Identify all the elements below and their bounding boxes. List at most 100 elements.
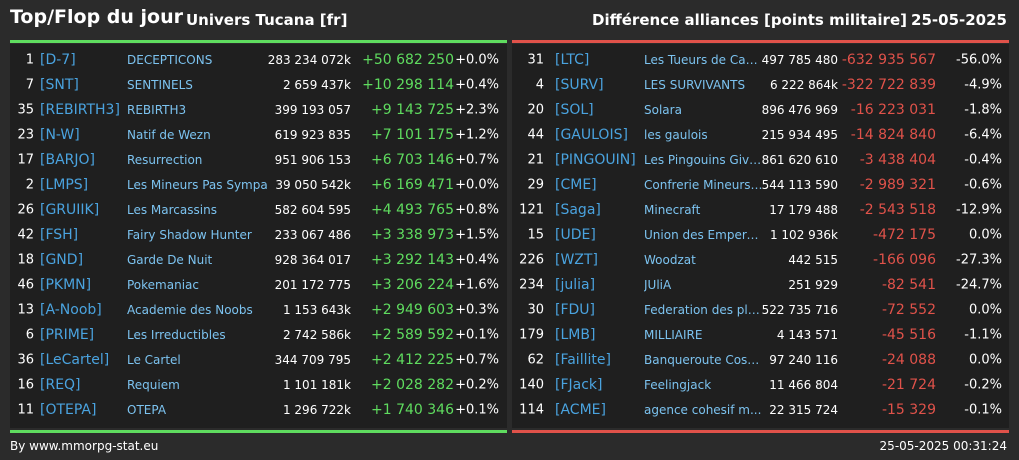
difference-cell: -3 438 404 xyxy=(859,151,936,168)
alliance-tag[interactable]: [SOL] xyxy=(555,101,594,118)
alliance-name[interactable]: Solara xyxy=(644,102,682,117)
rank-cell: 36 xyxy=(17,352,34,367)
alliance-tag[interactable]: [LTC] xyxy=(555,51,590,68)
points-cell: 11 466 804 xyxy=(769,377,838,392)
alliance-row: 23 [N-W] Natif de Wezn 619 923 835 +7 101 17… xyxy=(10,122,507,147)
top-accent-bar xyxy=(10,40,507,43)
points-cell: 22 315 724 xyxy=(769,402,838,417)
alliance-name[interactable]: Les Tueurs de Can... xyxy=(644,52,764,67)
alliance-tag[interactable]: [LMB] xyxy=(555,326,596,343)
page-title: Top/Flop du jour xyxy=(10,6,183,28)
alliance-row: 6 [PRIME] Les Irreductibles 2 742 586k +2 58… xyxy=(10,322,507,347)
alliance-tag[interactable]: [FDU] xyxy=(555,301,596,318)
alliance-name[interactable]: Resurrection xyxy=(127,152,203,167)
alliance-tag[interactable]: [BARJO] xyxy=(40,151,95,168)
top-gainers-panel: 1 [D-7] DECEPTICONS 283 234 072k +50 682 250… xyxy=(10,44,507,428)
alliance-name[interactable]: Requiem xyxy=(127,377,180,392)
alliance-row: 62 [Faillite] Banqueroute Cosm... 97 240 11… xyxy=(512,347,1009,372)
alliance-name[interactable]: Les Pingouins Givre... xyxy=(644,152,764,167)
points-cell: 928 364 017 xyxy=(274,252,351,267)
alliance-tag[interactable]: [FSH] xyxy=(40,226,79,243)
points-cell: 17 179 488 xyxy=(769,202,838,217)
points-cell: 39 050 542k xyxy=(275,177,351,192)
universe-label: Univers Tucana [fr] xyxy=(186,11,348,29)
alliance-name[interactable]: Union des Empereur... xyxy=(644,227,764,242)
credit-link[interactable]: By www.mmorpg-stat.eu xyxy=(10,439,159,453)
alliance-name[interactable]: DECEPTICONS xyxy=(127,52,213,67)
alliance-name[interactable]: Les Marcassins xyxy=(127,202,217,217)
alliance-row: 234 [julia] JUliA 251 929 -82 541 -24.7% xyxy=(512,272,1009,297)
alliance-tag[interactable]: [Faillite] xyxy=(555,351,611,368)
alliance-row: 16 [REQ] Requiem 1 101 181k +2 028 282 +0.2% xyxy=(10,372,507,397)
difference-cell: +2 949 603 xyxy=(371,301,454,318)
alliance-tag[interactable]: [REQ] xyxy=(40,376,81,393)
alliance-tag[interactable]: [GND] xyxy=(40,251,84,268)
alliance-tag[interactable]: [GAULOIS] xyxy=(555,126,628,143)
points-cell: 2 742 586k xyxy=(282,327,351,342)
rank-cell: 17 xyxy=(17,152,34,167)
alliance-name[interactable]: OTEPA xyxy=(127,402,167,417)
percent-cell: -27.3% xyxy=(956,252,1002,267)
alliance-name[interactable]: Academie des Noobs xyxy=(127,302,253,317)
alliance-name[interactable]: SENTINELS xyxy=(127,77,193,92)
alliance-tag[interactable]: [A-Noob] xyxy=(40,301,102,318)
alliance-name[interactable]: Les Irreductibles xyxy=(127,327,226,342)
alliance-name[interactable]: Minecraft xyxy=(644,202,701,217)
alliance-name[interactable]: agence cohesif m... xyxy=(644,402,762,417)
points-cell: 861 620 610 xyxy=(761,152,838,167)
alliance-name[interactable]: Les Mineurs Pas Sympa xyxy=(127,177,268,192)
alliance-tag[interactable]: [GRUIIK] xyxy=(40,201,100,218)
alliance-tag[interactable]: [WZT] xyxy=(555,251,598,268)
alliance-tag[interactable]: [D-7] xyxy=(40,51,76,68)
alliance-row: 30 [FDU] Federation des pla... 522 735 716 -… xyxy=(512,297,1009,322)
alliance-name[interactable]: Natif de Wezn xyxy=(127,127,211,142)
alliance-tag[interactable]: [OTEPA] xyxy=(40,401,97,418)
difference-cell: -16 223 031 xyxy=(850,101,936,118)
alliance-name[interactable]: Woodzat xyxy=(644,252,696,267)
percent-cell: +1.6% xyxy=(455,277,499,292)
alliance-tag[interactable]: [LMPS] xyxy=(40,176,89,193)
rank-cell: 30 xyxy=(527,302,544,317)
difference-cell: +2 412 225 xyxy=(371,351,454,368)
alliance-tag[interactable]: [FJack] xyxy=(555,376,603,393)
difference-cell: +1 740 346 xyxy=(371,401,454,418)
alliance-tag[interactable]: [CME] xyxy=(555,176,597,193)
alliance-name[interactable]: Confrerie Mineurs ... xyxy=(644,177,764,192)
alliance-tag[interactable]: [PINGOUIN] xyxy=(555,151,636,168)
percent-cell: +0.3% xyxy=(455,302,499,317)
alliance-name[interactable]: Fairy Shadow Hunter xyxy=(127,227,252,242)
alliance-tag[interactable]: [REBIRTH3] xyxy=(40,101,120,118)
alliance-row: 42 [FSH] Fairy Shadow Hunter 233 067 486 +3 … xyxy=(10,222,507,247)
difference-cell: -322 722 839 xyxy=(841,76,936,93)
alliance-name[interactable]: Pokemaniac xyxy=(127,277,199,292)
alliance-name[interactable]: Garde De Nuit xyxy=(127,252,213,267)
alliance-tag[interactable]: [PKMN] xyxy=(40,276,92,293)
alliance-tag[interactable]: [PRIME] xyxy=(40,326,95,343)
alliance-name[interactable]: JUliA xyxy=(644,277,672,292)
difference-cell: -2 989 321 xyxy=(859,176,936,193)
alliance-tag[interactable]: [UDE] xyxy=(555,226,596,243)
points-cell: 582 604 595 xyxy=(274,202,351,217)
alliance-name[interactable]: Feelingjack xyxy=(644,377,712,392)
points-cell: 97 240 116 xyxy=(769,352,838,367)
percent-cell: -0.4% xyxy=(964,152,1002,167)
alliance-tag[interactable]: [LeCartel] xyxy=(40,351,110,368)
points-cell: 951 906 153 xyxy=(274,152,351,167)
rank-cell: 20 xyxy=(527,102,544,117)
alliance-name[interactable]: Banqueroute Cosm... xyxy=(644,352,764,367)
alliance-tag[interactable]: [julia] xyxy=(555,276,596,293)
alliance-tag[interactable]: [Saga] xyxy=(555,201,601,218)
alliance-row: 20 [SOL] Solara 896 476 969 -16 223 031 -1.8% xyxy=(512,97,1009,122)
alliance-tag[interactable]: [ACME] xyxy=(555,401,606,418)
alliance-name[interactable]: Federation des pla... xyxy=(644,302,764,317)
alliance-tag[interactable]: [N-W] xyxy=(40,126,80,143)
points-cell: 1 153 643k xyxy=(282,302,351,317)
alliance-name[interactable]: REBIRTH3 xyxy=(127,102,187,117)
alliance-name[interactable]: les gaulois xyxy=(644,127,708,142)
alliance-row: 36 [LeCartel] Le Cartel 344 709 795 +2 412 2… xyxy=(10,347,507,372)
alliance-tag[interactable]: [SNT] xyxy=(40,76,79,93)
alliance-tag[interactable]: [SURV] xyxy=(555,76,604,93)
alliance-name[interactable]: MILLIAIRE xyxy=(644,327,703,342)
alliance-name[interactable]: LES SURVIVANTS xyxy=(644,77,746,92)
alliance-name[interactable]: Le Cartel xyxy=(127,352,181,367)
